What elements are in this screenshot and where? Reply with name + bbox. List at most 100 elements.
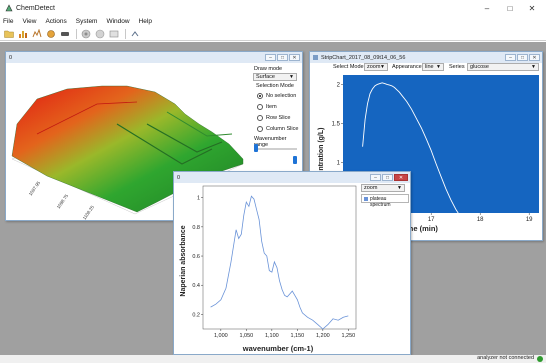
toolbar-separator bbox=[76, 28, 77, 39]
surface-ridge bbox=[36, 101, 138, 135]
select-mode-value: zoom bbox=[367, 64, 381, 70]
radio-column-slice[interactable]: Column Slice bbox=[257, 126, 298, 132]
connect-icon[interactable] bbox=[129, 28, 140, 39]
strip-window-title: StripChart_2017_08_09t14_06_56 bbox=[321, 54, 406, 61]
menu-help[interactable]: Help bbox=[138, 18, 152, 25]
legend-label: plateau spectrum bbox=[370, 196, 391, 208]
title-bar: ChemDetect – □ ✕ bbox=[0, 0, 546, 16]
strip-window-icon bbox=[313, 55, 318, 60]
range-max-handle[interactable] bbox=[293, 156, 297, 164]
folder-icon[interactable] bbox=[3, 28, 14, 39]
spectrum-ytick-label: 0.6 bbox=[192, 254, 200, 260]
radio-indicator bbox=[257, 126, 263, 132]
spectrum-xtick-label: 1,200 bbox=[316, 333, 330, 339]
spectrum-chart[interactable]: Naperian absorbance wavenumber (cm-1) 1 0… bbox=[174, 183, 358, 354]
chevron-down-icon: ▼ bbox=[531, 64, 536, 70]
subwin-close-button[interactable]: ✕ bbox=[289, 54, 300, 61]
strip-xtick-label: 17 bbox=[428, 217, 435, 223]
subwin-close-button[interactable]: ✕ bbox=[529, 54, 540, 61]
spectrum-xlabel: wavenumber (cm-1) bbox=[242, 344, 314, 353]
subwin-minimize-button[interactable]: – bbox=[370, 174, 381, 181]
subwin-restore-button[interactable]: □ bbox=[517, 54, 528, 61]
surface-axis-label: 1098.75 bbox=[56, 193, 70, 210]
subwin-restore-button[interactable]: □ bbox=[277, 54, 288, 61]
chart-icon[interactable] bbox=[17, 28, 28, 39]
analyzer-icon[interactable] bbox=[45, 28, 56, 39]
spectrum-mode-value: zoom bbox=[364, 185, 378, 191]
surface-axis-label: 1108.25 bbox=[82, 204, 96, 220]
filter-icon[interactable] bbox=[108, 28, 119, 39]
spectrum-xtick-label: 1,250 bbox=[341, 333, 355, 339]
strip-chart-window[interactable]: StripChart_2017_08_09t14_06_56 – □ ✕ Sel… bbox=[309, 51, 543, 241]
wavenumber-range-slider[interactable] bbox=[255, 148, 297, 150]
radio-label: Row Slice bbox=[266, 115, 291, 121]
radio-item[interactable]: Item bbox=[257, 104, 277, 110]
appearance-label: Appearance bbox=[392, 64, 422, 70]
menu-actions[interactable]: Actions bbox=[45, 18, 67, 25]
close-button[interactable]: ✕ bbox=[528, 3, 536, 13]
series-select[interactable]: glucose ▼ bbox=[467, 63, 539, 71]
subwin-close-button[interactable]: ✕ bbox=[394, 174, 408, 181]
select-mode-label: Select Mode bbox=[333, 64, 364, 70]
selection-mode-label: Selection Mode bbox=[256, 83, 294, 89]
subwin-minimize-button[interactable]: – bbox=[265, 54, 276, 61]
radio-label: Item bbox=[266, 104, 277, 110]
spectrum-icon[interactable] bbox=[31, 28, 42, 39]
strip-ytick-label: 2 bbox=[337, 82, 341, 88]
spectrum-ytick-label: 0.8 bbox=[192, 225, 200, 231]
draw-mode-label: Draw mode bbox=[254, 66, 283, 72]
chevron-down-icon: ▼ bbox=[397, 185, 402, 191]
subwin-minimize-button[interactable]: – bbox=[505, 54, 516, 61]
select-mode-select[interactable]: zoom ▼ bbox=[364, 63, 388, 71]
surface-window-title: 0 bbox=[9, 54, 13, 61]
surface-ridge bbox=[146, 123, 223, 153]
spectrum-ytick-label: 0.4 bbox=[192, 283, 200, 289]
maximize-button[interactable]: □ bbox=[507, 3, 513, 13]
spectrum-plot-area bbox=[202, 185, 357, 330]
spectrum-xtick-label: 1,050 bbox=[239, 333, 253, 339]
menu-view[interactable]: View bbox=[22, 18, 37, 25]
series-value: glucose bbox=[470, 64, 489, 70]
radio-label: Column Slice bbox=[266, 126, 299, 132]
status-bar: analyzer not connected bbox=[0, 355, 546, 363]
wavenumber-range-label: Wavenumber range bbox=[254, 136, 287, 148]
refresh-icon[interactable] bbox=[80, 28, 91, 39]
menu-window[interactable]: Window bbox=[106, 18, 130, 25]
spectrum-window-titlebar[interactable]: 0 – □ ✕ bbox=[174, 172, 410, 183]
surface-axis-label: 1087.95 bbox=[28, 180, 42, 197]
strip-ylabel: centration (g/L) bbox=[318, 128, 325, 179]
spectrum-mode-select[interactable]: zoom ▼ bbox=[361, 184, 405, 192]
radio-indicator bbox=[257, 115, 263, 121]
legend-swatch bbox=[364, 197, 368, 201]
spectrum-xtick-label: 1,150 bbox=[290, 333, 304, 339]
menu-file[interactable]: File bbox=[3, 18, 14, 25]
minimize-button[interactable]: – bbox=[484, 3, 490, 13]
cloud-icon[interactable] bbox=[94, 28, 105, 39]
spectrum-xtick-label: 1,000 bbox=[214, 333, 228, 339]
radio-label: No selection bbox=[266, 93, 297, 99]
radio-row-slice[interactable]: Row Slice bbox=[257, 115, 290, 121]
radio-indicator bbox=[257, 93, 263, 99]
toolbar bbox=[0, 27, 546, 41]
chevron-down-icon: ▼ bbox=[436, 64, 441, 70]
strip-xlabel: time (min) bbox=[402, 224, 438, 233]
spectrum-ylabel: Naperian absorbance bbox=[180, 225, 187, 296]
series-label: Series bbox=[449, 64, 465, 70]
radio-no-selection[interactable]: No selection bbox=[257, 93, 296, 99]
menu-system[interactable]: System bbox=[75, 18, 98, 25]
appearance-select[interactable]: line ▼ bbox=[422, 63, 444, 71]
spectrum-window-title: 0 bbox=[177, 174, 181, 181]
draw-mode-select[interactable]: Surface ▼ bbox=[253, 73, 297, 81]
radio-indicator bbox=[257, 104, 263, 110]
strip-xtick-label: 19 bbox=[526, 217, 533, 223]
strip-series-line bbox=[362, 82, 476, 232]
strip-window-titlebar[interactable]: StripChart_2017_08_09t14_06_56 – □ ✕ bbox=[310, 52, 542, 63]
spectrum-window[interactable]: 0 – □ ✕ zoom ▼ plateau spectrum Naperian… bbox=[173, 171, 411, 355]
settings-icon[interactable] bbox=[59, 28, 70, 39]
spectrum-ytick-label: 0.2 bbox=[192, 312, 200, 318]
app-icon bbox=[4, 4, 13, 13]
surface-window-titlebar[interactable]: 0 – □ ✕ bbox=[6, 52, 302, 63]
range-min-handle[interactable] bbox=[254, 144, 258, 152]
strip-ytick-label: 1.5 bbox=[332, 121, 341, 127]
subwin-restore-button[interactable]: □ bbox=[382, 174, 393, 181]
